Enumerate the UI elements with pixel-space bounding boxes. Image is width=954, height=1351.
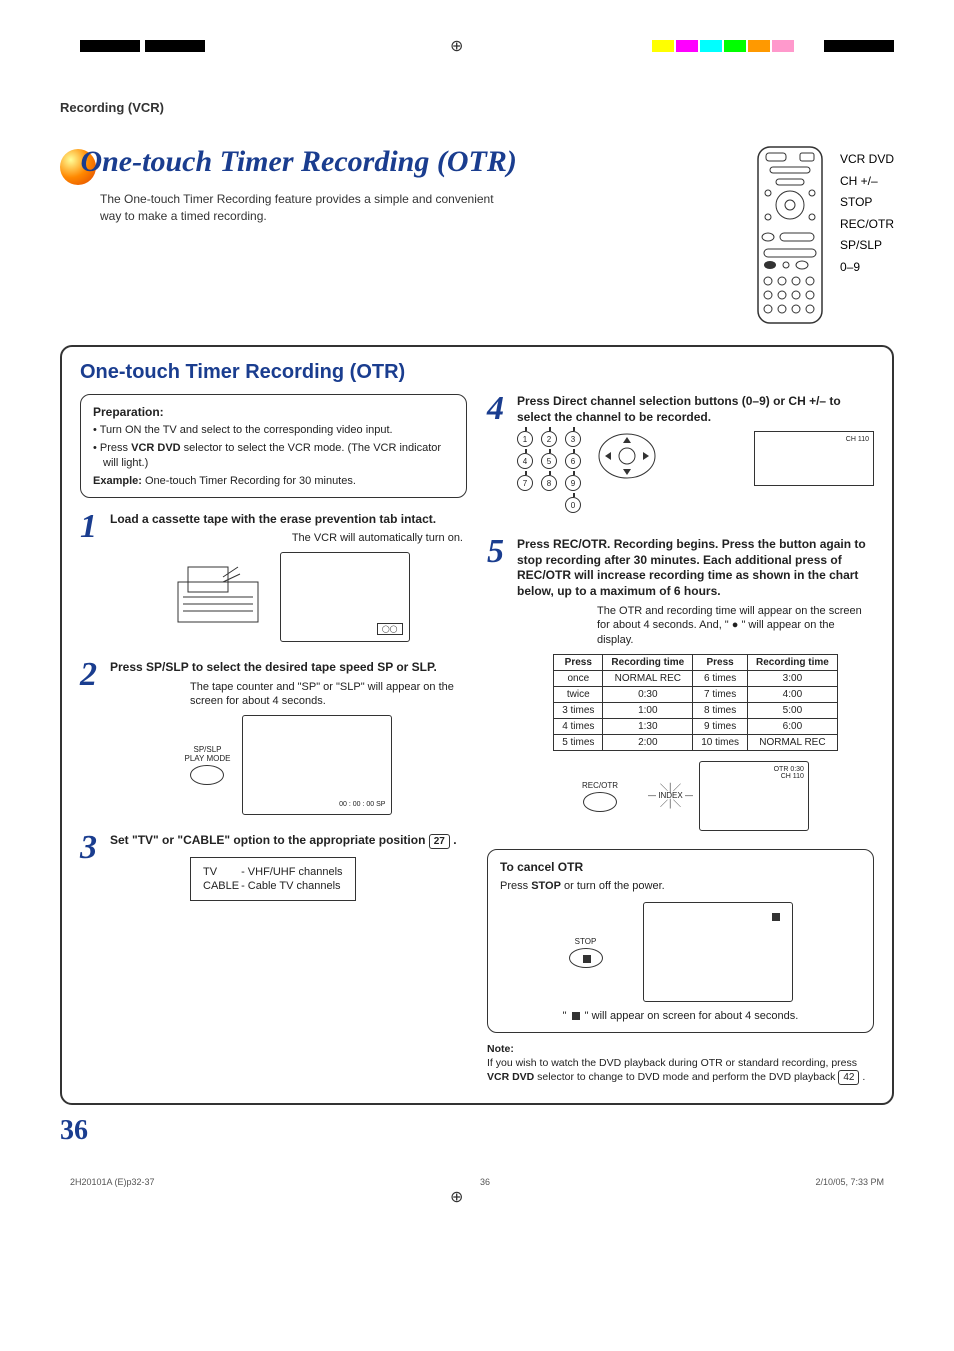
step-title: Press SP/SLP to select the desired tape … bbox=[110, 660, 467, 676]
box-title: One-touch Timer Recording (OTR) bbox=[80, 361, 874, 384]
prep-item: Press VCR DVD selector to select the VCR… bbox=[93, 441, 454, 471]
footer-meta: 2H20101A (E)p32-37 36 2/10/05, 7:33 PM bbox=[60, 1177, 894, 1187]
recotr-button-illus: REC/OTR bbox=[582, 781, 618, 812]
step-text: The VCR will automatically turn on. bbox=[110, 531, 467, 546]
main-content-box: One-touch Timer Recording (OTR) Preparat… bbox=[60, 345, 894, 1105]
page-number: 36 bbox=[60, 1115, 894, 1147]
step-number: 5 bbox=[487, 537, 511, 837]
right-column: 4 Press Direct channel selection buttons… bbox=[487, 394, 874, 1085]
left-column: Preparation: Turn ON the TV and select t… bbox=[80, 394, 467, 1085]
footer-center: 36 bbox=[480, 1177, 490, 1187]
step-number: 3 bbox=[80, 833, 104, 904]
page-ref: 42 bbox=[838, 1070, 859, 1085]
cancel-footer: " " will appear on screen for about 4 se… bbox=[500, 1010, 861, 1022]
preparation-box: Preparation: Turn ON the TV and select t… bbox=[80, 394, 467, 498]
remote-label: 0–9 bbox=[840, 257, 894, 279]
step-2: 2 Press SP/SLP to select the desired tap… bbox=[80, 660, 467, 821]
tv-screen bbox=[643, 902, 793, 1002]
tv-cable-box: TV- VHF/UHF channels CABLE- Cable TV cha… bbox=[190, 857, 356, 901]
vcr-cassette-icon bbox=[168, 562, 268, 632]
tv-screen: ◯◯ bbox=[280, 552, 410, 642]
remote-diagram: VCR DVD CH +/– STOP REC/OTR SP/SLP 0–9 bbox=[750, 145, 894, 325]
title-row: One-touch Timer Recording (OTR) The One-… bbox=[60, 145, 894, 325]
note-block: Note: If you wish to watch the DVD playb… bbox=[487, 1043, 874, 1085]
section-label: Recording (VCR) bbox=[60, 100, 894, 115]
prep-item: Turn ON the TV and select to the corresp… bbox=[93, 423, 454, 438]
footer-left: 2H20101A (E)p32-37 bbox=[70, 1177, 155, 1187]
tv-screen: OTR 0:30 CH 110 bbox=[699, 761, 809, 831]
cancel-title: To cancel OTR bbox=[500, 860, 861, 874]
tv-screen: 00 : 00 : 00 SP bbox=[242, 715, 392, 815]
prep-heading: Preparation: bbox=[93, 405, 454, 419]
remote-label: REC/OTR bbox=[840, 214, 894, 236]
remote-labels: VCR DVD CH +/– STOP REC/OTR SP/SLP 0–9 bbox=[840, 149, 894, 279]
color-swatches bbox=[652, 40, 794, 52]
page-ref: 27 bbox=[429, 834, 450, 849]
example-label: Example: bbox=[93, 475, 142, 487]
keypad-icon: 123 456 789 0 bbox=[517, 431, 581, 519]
remote-label: STOP bbox=[840, 192, 894, 214]
crop-mark-icon: ⊕ bbox=[450, 36, 463, 56]
step-title: Load a cassette tape with the erase prev… bbox=[110, 512, 467, 528]
step-text: The OTR and recording time will appear o… bbox=[517, 604, 874, 649]
dpad-icon bbox=[597, 431, 657, 481]
remote-label: CH +/– bbox=[840, 171, 894, 193]
recording-time-table: Press Recording time Press Recording tim… bbox=[553, 654, 838, 751]
step-number: 1 bbox=[80, 512, 104, 648]
step-5: 5 Press REC/OTR. Recording begins. Press… bbox=[487, 537, 874, 837]
step-number: 2 bbox=[80, 660, 104, 821]
stop-button-illus: STOP bbox=[569, 937, 603, 968]
manual-page: ⊕ Recording (VCR) One-touch Timer Record… bbox=[0, 0, 954, 1227]
cancel-otr-box: To cancel OTR Press STOP or turn off the… bbox=[487, 849, 874, 1033]
print-registration-bars: ⊕ bbox=[0, 40, 954, 70]
step-title: Set "TV" or "CABLE" option to the approp… bbox=[110, 833, 467, 849]
channel-display: CH 110 bbox=[754, 431, 874, 486]
example-text: One-touch Timer Recording for 30 minutes… bbox=[145, 475, 356, 487]
step-1: 1 Load a cassette tape with the erase pr… bbox=[80, 512, 467, 648]
step-title: Press REC/OTR. Recording begins. Press t… bbox=[517, 537, 874, 599]
remote-label: VCR DVD bbox=[840, 149, 894, 171]
step-text: The tape counter and "SP" or "SLP" will … bbox=[110, 680, 467, 710]
footer-right: 2/10/05, 7:33 PM bbox=[815, 1177, 884, 1187]
step-title: Press Direct channel selection buttons (… bbox=[517, 394, 874, 425]
spslp-button-illus: SP/SLP PLAY MODE bbox=[185, 745, 231, 785]
index-mark: ＼│／ — INDEX — ／│＼ bbox=[648, 784, 693, 808]
crop-mark-icon: ⊕ bbox=[450, 1187, 463, 1207]
step-number: 4 bbox=[487, 394, 511, 525]
remote-label: SP/SLP bbox=[840, 235, 894, 257]
remote-icon bbox=[750, 145, 830, 325]
step-3: 3 Set "TV" or "CABLE" option to the appr… bbox=[80, 833, 467, 904]
cancel-text: Press STOP or turn off the power. bbox=[500, 880, 861, 892]
page-subtitle: The One-touch Timer Recording feature pr… bbox=[100, 191, 500, 225]
page-title: One-touch Timer Recording (OTR) bbox=[80, 145, 516, 178]
step-4: 4 Press Direct channel selection buttons… bbox=[487, 394, 874, 525]
